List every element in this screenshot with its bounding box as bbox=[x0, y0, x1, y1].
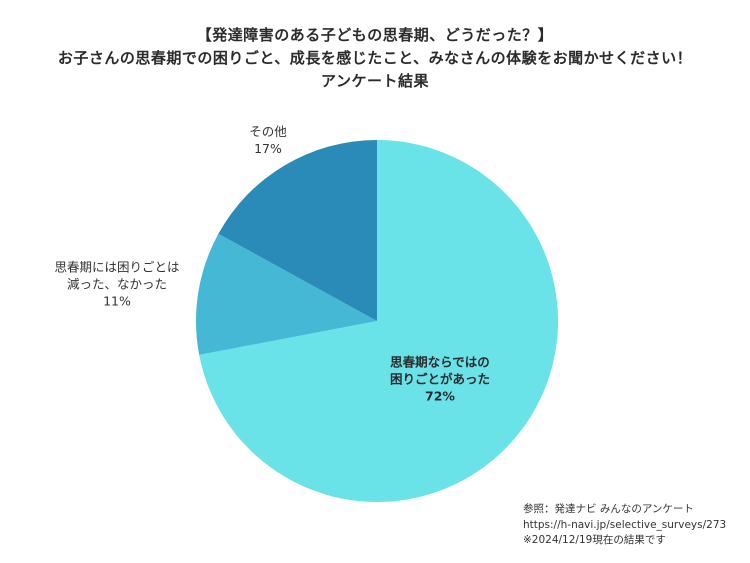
chart-title: 【発達障害のある子どもの思春期、どうだった？】 お子さんの思春期での困りごと、成… bbox=[0, 24, 750, 93]
pie-slice-1 bbox=[199, 140, 559, 502]
source-url[interactable]: https://h-navi.jp/selective_surveys/273 bbox=[523, 518, 727, 531]
pie-slice-3 bbox=[218, 140, 377, 321]
pie-slice-2 bbox=[196, 233, 377, 355]
slice-value-label: 11% bbox=[103, 294, 131, 309]
date-note: ※2024/12/19現在の結果です bbox=[523, 534, 666, 546]
slice-category-label: 思春期には困りごとは bbox=[54, 260, 179, 275]
slice-category-label: 減った、なかった bbox=[67, 277, 167, 292]
slice-category-label: 思春期ならではの bbox=[390, 355, 490, 370]
slice-value-label: 72% bbox=[425, 389, 455, 404]
slice-value-label: 17% bbox=[254, 141, 282, 156]
source-label: 参照：発達ナビ みんなのアンケート bbox=[523, 503, 694, 515]
title-line-3: アンケート結果 bbox=[321, 72, 429, 90]
slice-category-label: 困りごとがあった bbox=[390, 372, 490, 387]
title-line-1: 【発達障害のある子どもの思春期、どうだった？】 bbox=[196, 26, 554, 44]
slice-category-label: その他 bbox=[249, 124, 287, 139]
slice-label-3: その他 17% bbox=[249, 124, 287, 156]
title-line-2: お子さんの思春期での困りごと、成長を感じたこと、みなさんの体験をお聞かせください… bbox=[57, 49, 693, 67]
chart-footer: 参照：発達ナビ みんなのアンケート https://h-navi.jp/sele… bbox=[523, 502, 726, 549]
